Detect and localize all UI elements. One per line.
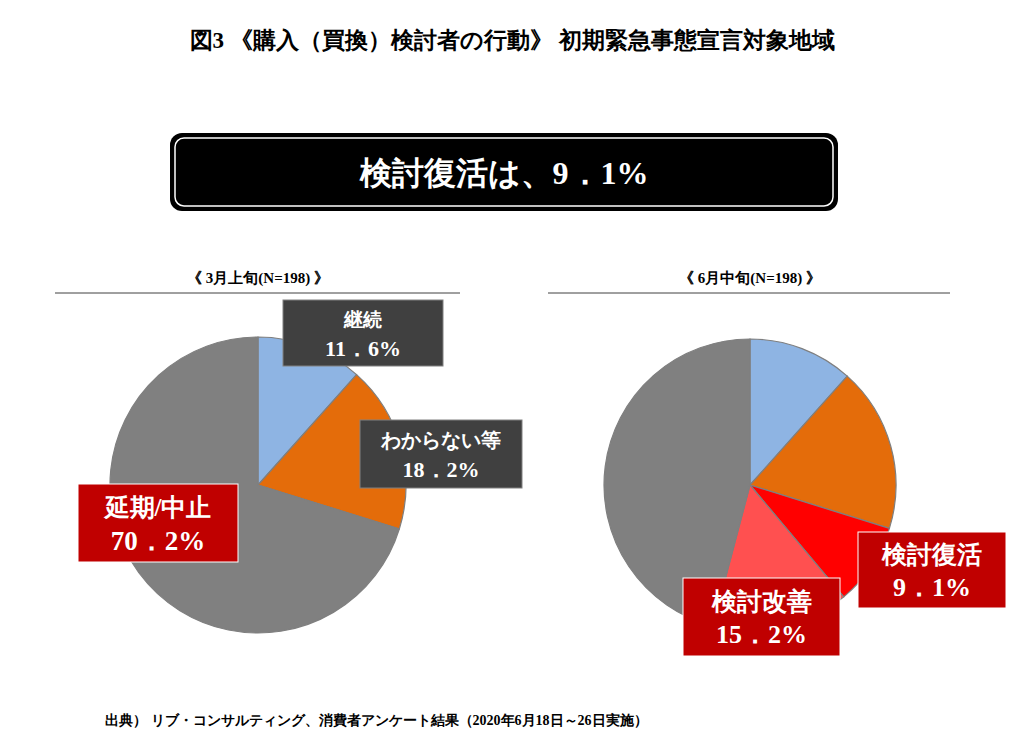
- slice-label: わからない等 18．2%: [360, 420, 522, 488]
- chart-svg: 図3 《購入（買換）検討者の行動》 初期緊急事態宣言対象地域検討復活は、9．1%…: [0, 0, 1024, 754]
- title-rule: [55, 293, 460, 294]
- slice-value: 70．2%: [111, 526, 206, 556]
- title-rule: [548, 293, 950, 294]
- slice-value: 18．2%: [403, 457, 480, 482]
- slice-label: 継続 11．6%: [283, 300, 443, 366]
- slice-label: 検討改善 15．2%: [683, 578, 840, 656]
- headline-inner-border: [175, 138, 833, 206]
- label-box: [683, 578, 840, 656]
- headline-text: 検討復活は、9．1%: [359, 155, 649, 191]
- slice-category: 延期/中止: [103, 494, 212, 521]
- slice-category: 継続: [343, 309, 382, 330]
- headline-box: [170, 133, 838, 211]
- source-note: 出典） リブ・コンサルティング、消費者アンケート結果（2020年6月18日～26…: [105, 712, 648, 728]
- figure-title: 図3 《購入（買換）検討者の行動》 初期緊急事態宣言対象地域: [190, 27, 835, 53]
- pie-title: 《 6月中旬(N=198) 》: [679, 270, 821, 287]
- label-box: [858, 532, 1006, 608]
- label-box: [283, 300, 443, 366]
- slice-value: 11．6%: [325, 336, 401, 361]
- slice-label: 延期/中止 70．2%: [78, 484, 238, 562]
- slice-value: 15．2%: [716, 620, 807, 649]
- slice-value: 9．1%: [893, 573, 971, 602]
- slice-category: 検討改善: [711, 587, 812, 615]
- slices: [604, 339, 896, 631]
- label-box: [78, 484, 238, 562]
- slice-category: わからない等: [380, 429, 501, 451]
- slice-label: 検討復活 9．1%: [858, 532, 1006, 608]
- pie-chart: 《 3月上旬(N=198) 》継続 11．6% わからない等 18．2% 延期/中止 70…: [55, 270, 522, 633]
- label-box: [360, 420, 522, 488]
- pie-title: 《 3月上旬(N=198) 》: [187, 270, 329, 287]
- slice-category: 検討復活: [881, 541, 982, 568]
- pie-chart: 《 6月中旬(N=198) 》検討復活 9．1% 検討改善 15．2%: [548, 270, 1006, 656]
- chart-root: 図3 《購入（買換）検討者の行動》 初期緊急事態宣言対象地域検討復活は、9．1%…: [0, 0, 1024, 754]
